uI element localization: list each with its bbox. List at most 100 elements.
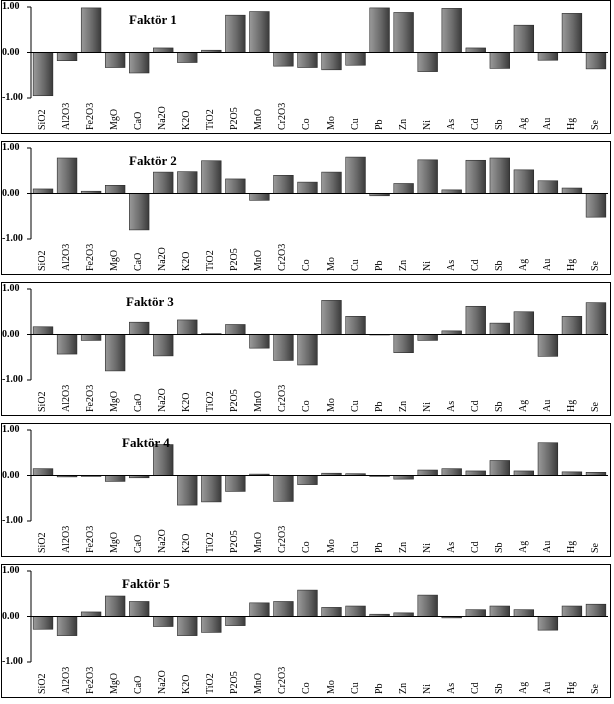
x-tick-label: Hg xyxy=(565,540,577,553)
x-tick-label: Mo xyxy=(325,539,337,553)
bar-se xyxy=(585,603,607,617)
bar-zn xyxy=(393,612,414,617)
x-tick-label: Na2O xyxy=(157,247,169,271)
bar-mno xyxy=(249,602,270,617)
x-tick-label: SiO2 xyxy=(37,673,49,694)
bar-cr2o3 xyxy=(273,334,294,361)
x-tick-label: Mo xyxy=(325,116,337,130)
x-tick-label: Pb xyxy=(373,401,385,412)
x-tick-label: SiO2 xyxy=(37,109,49,130)
x-tick-label: K2O xyxy=(181,533,193,553)
bar-al2o3 xyxy=(56,52,78,61)
x-tick-label: As xyxy=(445,400,457,412)
bar-hg xyxy=(561,605,583,617)
x-tick-label: Mo xyxy=(325,398,337,412)
x-tick-label: Cu xyxy=(349,259,361,271)
bar-pb xyxy=(369,7,390,53)
bar-ni xyxy=(417,594,438,617)
y-tick-label: 1.00 xyxy=(2,142,20,153)
bar-ni xyxy=(417,52,438,72)
x-tick-label: CaO xyxy=(133,534,145,553)
x-tick-label: SiO2 xyxy=(37,532,49,553)
x-tick-label: Sb xyxy=(493,542,505,553)
x-tick-label: Ag xyxy=(517,117,529,130)
factor-panel: 1.00 0.00 -1.00 Faktör 2 SiO2 Al2O3 Fe2O3 MgO Ca… xyxy=(0,141,614,277)
bar-se xyxy=(585,302,607,335)
x-tick-label: Al2O3 xyxy=(61,525,73,553)
bar-cao xyxy=(129,193,150,231)
x-tick-label: Al2O3 xyxy=(61,243,73,271)
x-tick-label: Se xyxy=(589,543,601,553)
bar-p2o5 xyxy=(225,616,246,626)
bar-cd xyxy=(465,470,486,476)
bar-au xyxy=(537,334,559,357)
factor-panel: 1.00 0.00 -1.00 Faktör 5 SiO2 Al2O3 Fe2O3 MgO Ca… xyxy=(0,564,614,700)
x-tick-label: MgO xyxy=(109,249,121,271)
y-tick-label: -1.00 xyxy=(2,656,23,667)
x-tick-label: P2O5 xyxy=(229,248,241,271)
x-tick-label: Ni xyxy=(421,684,433,694)
bar-ag xyxy=(513,24,535,53)
x-tick-label: Mo xyxy=(325,257,337,271)
x-tick-label: K2O xyxy=(181,110,193,130)
bar-chart xyxy=(27,288,608,381)
bar-cu xyxy=(345,156,366,194)
bar-as xyxy=(441,8,462,53)
factor-panel: 1.00 0.00 -1.00 Faktör 4 SiO2 Al2O3 Fe2O3 MgO Ca… xyxy=(0,423,614,559)
x-tick-label: Cd xyxy=(469,259,481,271)
bar-au xyxy=(537,52,559,61)
x-tick-label: Au xyxy=(541,540,553,553)
bar-hg xyxy=(561,13,583,53)
bar-zn xyxy=(393,183,414,194)
x-tick-label: Co xyxy=(301,682,313,694)
bar-ag xyxy=(513,470,535,476)
x-tick-label: Cu xyxy=(349,541,361,553)
x-tick-label: TiO2 xyxy=(205,532,217,553)
bar-sb xyxy=(489,52,510,69)
bar-sio2 xyxy=(32,188,54,194)
x-tick-label: Sb xyxy=(493,401,505,412)
y-tick-label: -1.00 xyxy=(2,374,23,385)
bar-ag xyxy=(513,609,535,617)
bar-as xyxy=(441,468,462,476)
bar-cu xyxy=(345,52,366,66)
bar-p2o5 xyxy=(225,14,246,53)
bar-k2o xyxy=(177,475,198,506)
y-tick-label: -1.00 xyxy=(2,515,23,526)
y-tick-label: 1.00 xyxy=(2,1,20,12)
x-tick-label: Co xyxy=(301,118,313,130)
bar-p2o5 xyxy=(225,324,246,335)
x-tick-label: Al2O3 xyxy=(61,102,73,130)
bar-hg xyxy=(561,315,583,335)
x-tick-label: Pb xyxy=(373,542,385,553)
x-tick-label: Zn xyxy=(397,259,409,271)
x-tick-label: MgO xyxy=(109,108,121,130)
x-tick-label: Cd xyxy=(469,400,481,412)
bar-mno xyxy=(249,11,270,53)
bar-cd xyxy=(465,609,486,617)
y-tick-label: 1.00 xyxy=(2,565,20,576)
bar-chart xyxy=(27,429,608,522)
bar-na2o xyxy=(153,616,174,627)
x-tick-label: Ag xyxy=(517,399,529,412)
bar-chart xyxy=(27,570,608,663)
bar-zn xyxy=(393,475,414,480)
bar-cu xyxy=(345,315,366,335)
bar-sio2 xyxy=(32,52,54,97)
x-tick-label: Pb xyxy=(373,683,385,694)
bar-se xyxy=(585,52,607,70)
bar-se xyxy=(585,193,607,218)
x-tick-label: SiO2 xyxy=(37,391,49,412)
y-tick-label: -1.00 xyxy=(2,92,23,103)
x-tick-label: CaO xyxy=(133,393,145,412)
x-tick-label: TiO2 xyxy=(205,391,217,412)
bar-chart xyxy=(27,6,608,99)
x-tick-label: MnO xyxy=(253,390,265,412)
bar-cd xyxy=(465,159,486,194)
bar-cao xyxy=(129,601,150,617)
bar-cr2o3 xyxy=(273,601,294,617)
bar-tio2 xyxy=(201,160,222,194)
bar-al2o3 xyxy=(56,334,78,355)
x-tick-label: Na2O xyxy=(157,388,169,412)
